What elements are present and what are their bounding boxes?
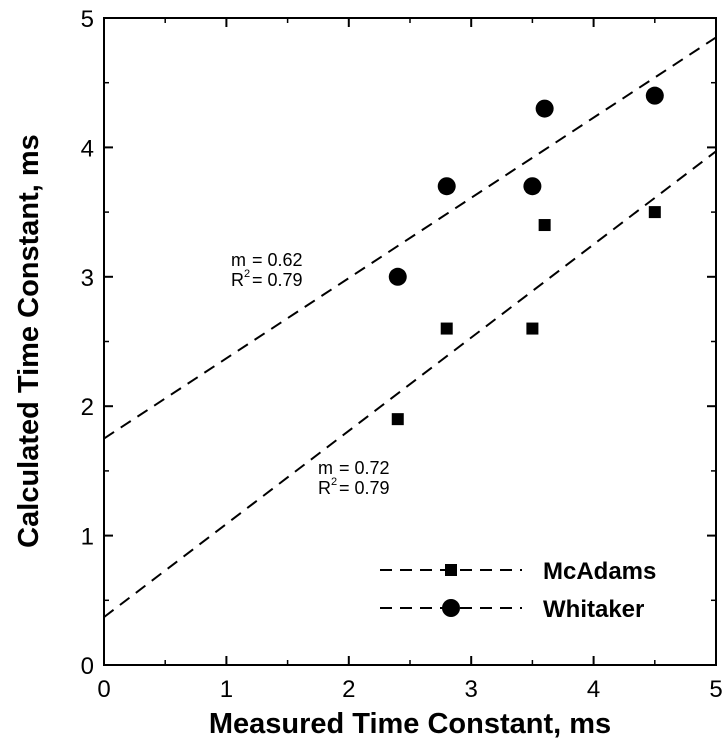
fit-r2-label-whitaker: R <box>231 270 244 290</box>
fit-slope-label-whitaker: m <box>231 250 246 270</box>
x-axis-title: Measured Time Constant, ms <box>209 708 611 740</box>
fit-line-mcadams <box>103 150 717 618</box>
legend-label-mcadams: McAdams <box>543 558 656 585</box>
data-point-whitaker <box>523 177 542 196</box>
fit-r2-value-mcadams: = 0.79 <box>339 478 390 498</box>
y-tick-label: 4 <box>81 135 94 162</box>
x-tick-label: 4 <box>587 676 600 703</box>
x-tick-label: 2 <box>342 676 355 703</box>
x-tick-label: 1 <box>220 676 233 703</box>
x-tick-label: 5 <box>709 676 722 703</box>
fit-slope-label-mcadams: m <box>318 458 333 478</box>
fit-r2-superscript-mcadams: 2 <box>331 476 337 488</box>
legend-marker-whitaker <box>442 599 460 617</box>
data-point-mcadams <box>391 413 404 426</box>
legend-label-whitaker: Whitaker <box>543 596 644 623</box>
data-point-mcadams <box>526 322 539 335</box>
y-axis-title: Calculated Time Constant, ms <box>13 134 45 548</box>
fit-r2-superscript-whitaker: 2 <box>244 268 250 280</box>
fit-slope-value-whitaker: = 0.62 <box>252 250 303 270</box>
fit-r2-label-mcadams: R <box>318 478 331 498</box>
data-point-mcadams <box>538 219 551 232</box>
data-point-mcadams <box>648 206 661 219</box>
x-tick-label: 3 <box>465 676 478 703</box>
data-point-mcadams <box>440 322 453 335</box>
data-point-whitaker <box>388 267 407 286</box>
data-point-whitaker <box>535 99 554 118</box>
fit-line-whitaker <box>103 36 717 440</box>
data-point-whitaker <box>437 177 456 196</box>
legend-marker-mcadams <box>445 564 457 576</box>
y-tick-label: 2 <box>81 394 94 421</box>
x-tick-label: 0 <box>97 676 110 703</box>
fit-r2-value-whitaker: = 0.79 <box>252 270 303 290</box>
y-tick-label: 0 <box>81 653 94 680</box>
y-tick-label: 3 <box>81 265 94 292</box>
y-tick-label: 5 <box>81 6 94 33</box>
data-point-whitaker <box>645 86 664 105</box>
y-tick-label: 1 <box>81 524 94 551</box>
fit-slope-value-mcadams: = 0.72 <box>339 458 390 478</box>
